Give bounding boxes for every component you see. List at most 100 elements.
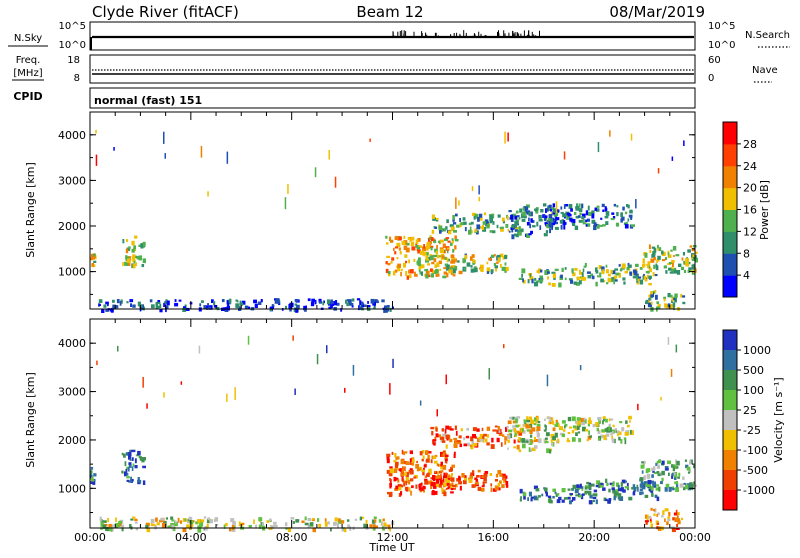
echo-cell (189, 520, 194, 525)
echo-cell (668, 511, 671, 517)
echo-cell (548, 220, 552, 226)
echo-cell (672, 246, 677, 251)
echo-cell (514, 229, 518, 232)
x-tick-label: 00:00 (74, 531, 106, 544)
echo-cell (126, 473, 129, 476)
echo-cell (653, 466, 656, 471)
echo-cell (520, 496, 522, 499)
echo-cell (438, 464, 441, 467)
echo-cell (451, 464, 455, 468)
echo-cell (686, 466, 691, 471)
echo-cell (444, 256, 447, 260)
echo-cell (501, 217, 505, 222)
echo-cell (684, 459, 687, 462)
echo-cell (131, 240, 135, 246)
echo-cell (641, 482, 646, 486)
colorbar-swatch (723, 370, 737, 391)
echo-cell (536, 423, 541, 428)
echo-cell (439, 230, 442, 234)
echo-cell (361, 301, 364, 306)
echo-cell (546, 374, 549, 387)
echo-cell (128, 246, 131, 249)
echo-cell (128, 464, 132, 468)
echo-cell (581, 213, 586, 218)
echo-cell (133, 245, 136, 250)
echo-cell (403, 451, 408, 454)
echo-cell (596, 427, 599, 432)
echo-cell (597, 142, 600, 153)
echo-cell (431, 430, 434, 436)
echo-cell (515, 431, 518, 434)
echo-cell (608, 423, 611, 427)
echo-cell (572, 497, 576, 501)
echo-cell (671, 464, 674, 468)
echo-cell (156, 522, 160, 526)
echo-cell (616, 205, 619, 208)
echo-cell (470, 256, 473, 261)
echo-cell (528, 233, 532, 236)
echo-cell (469, 474, 473, 479)
echo-cell (200, 145, 203, 158)
echo-cell (446, 247, 450, 250)
echo-cell (98, 299, 103, 303)
echo-cell (609, 130, 611, 137)
echo-cell (427, 454, 430, 460)
echo-cell (651, 246, 656, 249)
echo-cell (128, 480, 133, 483)
echo-cell (127, 466, 130, 472)
echo-cell (486, 223, 490, 229)
echo-cell (359, 516, 363, 521)
echo-cell (550, 208, 552, 212)
echo-cell (581, 272, 584, 277)
echo-cell (603, 497, 607, 502)
echo-cell (519, 488, 523, 494)
echo-cell (431, 270, 435, 274)
echo-cell (657, 244, 659, 249)
echo-cell (477, 437, 481, 443)
power-x-ticks (89, 112, 696, 309)
echo-cell (633, 270, 638, 276)
echo-cell (137, 477, 140, 481)
echo-cell (657, 255, 661, 260)
echo-cell (419, 250, 423, 255)
echo-cell (117, 522, 121, 528)
echo-cell (531, 496, 535, 499)
echo-cell (458, 200, 460, 206)
echo-cell (605, 498, 608, 502)
echo-cell (608, 488, 611, 493)
echo-cell (481, 475, 484, 479)
echo-cell (446, 474, 451, 478)
echo-cell (425, 273, 429, 279)
echo-cell (518, 226, 521, 231)
echo-cell (528, 416, 533, 420)
y-tick-label: 3000 (58, 386, 86, 399)
echo-cell (235, 303, 240, 309)
echo-cell (482, 439, 485, 443)
echo-cell (540, 209, 544, 213)
echo-cell (601, 429, 605, 433)
echo-cell (494, 425, 498, 428)
echo-cell (635, 199, 637, 209)
echo-cell (534, 445, 538, 449)
echo-cell (482, 221, 486, 225)
echo-cell (450, 491, 454, 494)
echo-cell (671, 473, 674, 477)
echo-cell (450, 226, 455, 232)
echo-cell (272, 304, 274, 309)
echo-cell (491, 437, 494, 443)
echo-cell (496, 261, 499, 264)
echo-cell (347, 524, 350, 529)
echo-cell (322, 301, 325, 306)
echo-cell (255, 524, 257, 529)
echo-cell (554, 268, 559, 271)
echo-cell (584, 262, 587, 267)
echo-cell (443, 472, 447, 478)
echo-cell (591, 215, 595, 219)
echo-cell (678, 263, 682, 267)
echo-cell (479, 433, 484, 439)
echo-cell (538, 268, 540, 274)
echo-cell (648, 515, 652, 520)
echo-cell (633, 487, 637, 492)
echo-cell (477, 469, 481, 473)
echo-cell (501, 266, 506, 271)
